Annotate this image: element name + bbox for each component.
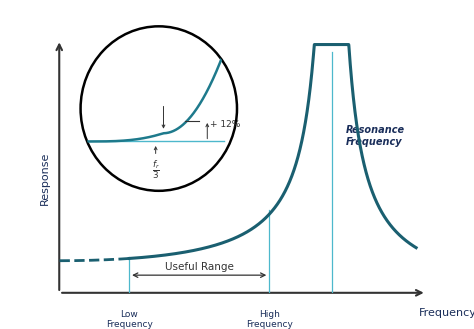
Text: $\frac{f_r}{3}$: $\frac{f_r}{3}$ — [152, 158, 160, 181]
Circle shape — [81, 26, 237, 191]
Text: Low
Frequency
Limit: Low Frequency Limit — [106, 310, 153, 329]
Text: + 12%: + 12% — [210, 120, 241, 129]
Text: Useful Range: Useful Range — [165, 262, 234, 272]
Text: Resonance
Frequency: Resonance Frequency — [346, 125, 405, 146]
Text: Frequency: Frequency — [419, 308, 474, 318]
Text: Response: Response — [40, 152, 50, 206]
Text: High
Frequency
Limit: High Frequency Limit — [246, 310, 292, 329]
